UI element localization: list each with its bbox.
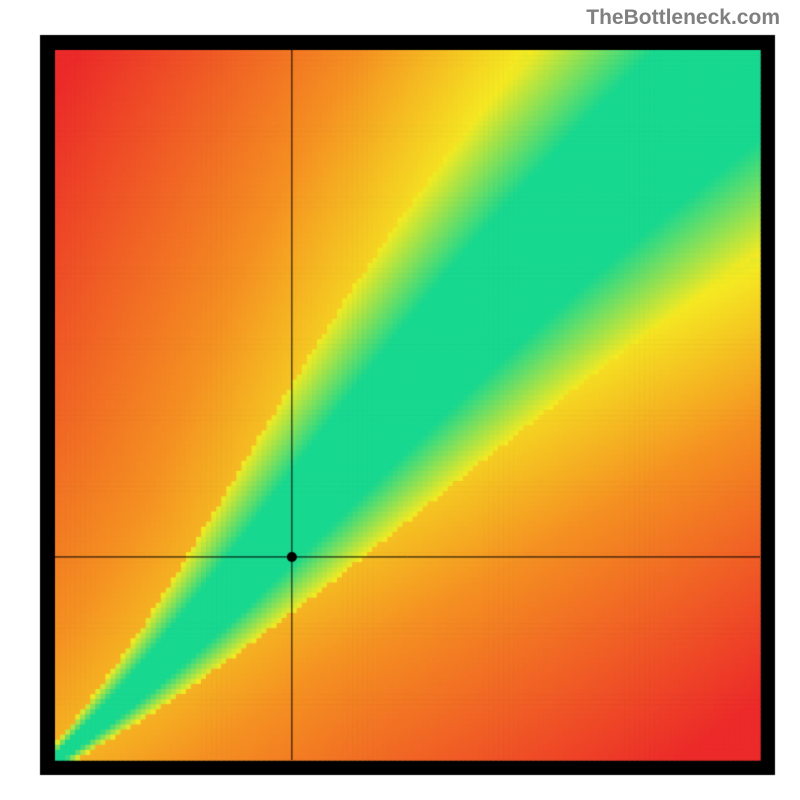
bottleneck-heatmap: [0, 0, 800, 800]
watermark-text: TheBottleneck.com: [586, 6, 780, 30]
